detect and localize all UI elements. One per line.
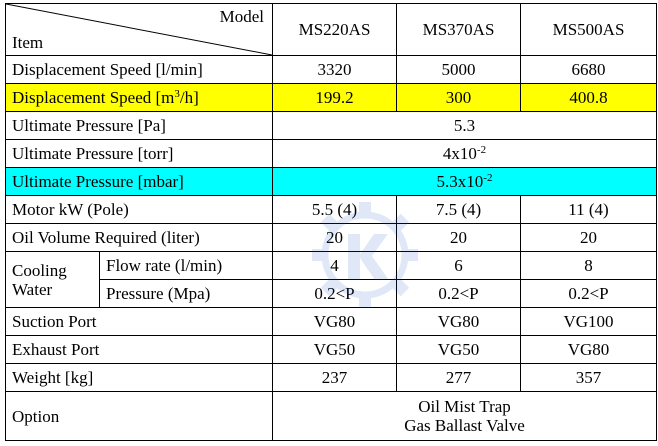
table-row: Displacement Speed [l/min] 3320 5000 668…: [5, 55, 657, 84]
cell-value-option: Oil Mist Trap Gas Ballast Valve: [272, 391, 657, 441]
cell-value: 300: [396, 83, 521, 112]
cell-value: 20: [520, 223, 657, 252]
row-label-ultimate-pa: Ultimate Pressure [Pa]: [5, 111, 273, 140]
cell-value: 0.2<P: [396, 279, 521, 308]
row-label-flow-rate: Flow rate (l/min): [99, 251, 273, 280]
cell-value: 20: [396, 223, 521, 252]
cell-value: 0.2<P: [520, 279, 657, 308]
table-row: Oil Volume Required (liter) 20 20 20: [5, 223, 657, 252]
row-label-suction: Suction Port: [5, 307, 273, 336]
table-row: Motor kW (Pole) 5.5 (4) 7.5 (4) 11 (4): [5, 195, 657, 224]
cell-value: 7.5 (4): [396, 195, 521, 224]
cell-value: 277: [396, 363, 521, 392]
table-row: Ultimate Pressure [torr] 4x10-2: [5, 139, 657, 168]
cell-value: 5.5 (4): [272, 195, 397, 224]
header-row: Model Item MS220AS MS370AS MS500AS: [5, 3, 657, 56]
table-row: Cooling Water Flow rate (l/min) 4 6 8: [5, 251, 657, 308]
spec-table-container: Model Item MS220AS MS370AS MS500AS Displ…: [5, 3, 657, 441]
cell-value: 11 (4): [520, 195, 657, 224]
table-row: Ultimate Pressure [mbar] 5.3x10-2: [5, 167, 657, 196]
table-row: Displacement Speed [m3/h] 199.2 300 400.…: [5, 83, 657, 112]
header-corner-cell: Model Item: [5, 3, 273, 56]
row-label-option: Option: [5, 391, 273, 441]
row-label-displacement-lmin: Displacement Speed [l/min]: [5, 55, 273, 84]
cell-value: VG80: [272, 307, 397, 336]
cell-value: 237: [272, 363, 397, 392]
cell-value: 3320: [272, 55, 397, 84]
model-header-ms500as: MS500AS: [520, 3, 657, 56]
cell-value: 0.2<P: [272, 279, 397, 308]
cell-value: 400.8: [520, 83, 657, 112]
cell-value: 199.2: [272, 83, 397, 112]
row-label-cooling-water: Cooling Water: [5, 251, 100, 308]
row-label-exhaust: Exhaust Port: [5, 335, 273, 364]
cell-value: 8: [520, 251, 657, 280]
cell-value: VG50: [272, 335, 397, 364]
table-row: Weight [kg] 237 277 357: [5, 363, 657, 392]
model-header-ms370as: MS370AS: [396, 3, 521, 56]
row-label-pressure: Pressure (Mpa): [99, 279, 273, 308]
cell-value: 357: [520, 363, 657, 392]
row-label-ultimate-torr: Ultimate Pressure [torr]: [5, 139, 273, 168]
cell-value: 4: [272, 251, 397, 280]
row-label-displacement-m3h: Displacement Speed [m3/h]: [5, 83, 273, 112]
cell-value: 6: [396, 251, 521, 280]
table-row: Option Oil Mist Trap Gas Ballast Valve: [5, 391, 657, 441]
diagonal-divider: [6, 4, 272, 55]
table-row: Suction Port VG80 VG80 VG100: [5, 307, 657, 336]
table-row: Exhaust Port VG50 VG50 VG80: [5, 335, 657, 364]
cell-value: 20: [272, 223, 397, 252]
spec-table: Model Item MS220AS MS370AS MS500AS Displ…: [5, 3, 657, 441]
cell-value: 4x10-2: [272, 139, 657, 168]
model-label: Model: [219, 7, 264, 26]
row-label-motor: Motor kW (Pole): [5, 195, 273, 224]
row-label-ultimate-mbar: Ultimate Pressure [mbar]: [5, 167, 273, 196]
row-label-weight: Weight [kg]: [5, 363, 273, 392]
model-header-ms220as: MS220AS: [272, 3, 397, 56]
item-label: Item: [12, 33, 44, 52]
table-row: Ultimate Pressure [Pa] 5.3: [5, 111, 657, 140]
cell-value: VG50: [396, 335, 521, 364]
cell-value: 6680: [520, 55, 657, 84]
cell-value: 5.3x10-2: [272, 167, 657, 196]
cell-value: VG80: [396, 307, 521, 336]
cell-value: VG80: [520, 335, 657, 364]
cell-value: VG100: [520, 307, 657, 336]
table-row: Pressure (Mpa) 0.2<P 0.2<P 0.2<P: [6, 279, 657, 308]
cell-value: 5000: [396, 55, 521, 84]
cell-value: 5.3: [272, 111, 657, 140]
row-label-oil: Oil Volume Required (liter): [5, 223, 273, 252]
